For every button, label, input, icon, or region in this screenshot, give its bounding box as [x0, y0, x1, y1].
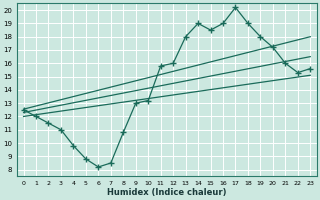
- X-axis label: Humidex (Indice chaleur): Humidex (Indice chaleur): [107, 188, 227, 197]
